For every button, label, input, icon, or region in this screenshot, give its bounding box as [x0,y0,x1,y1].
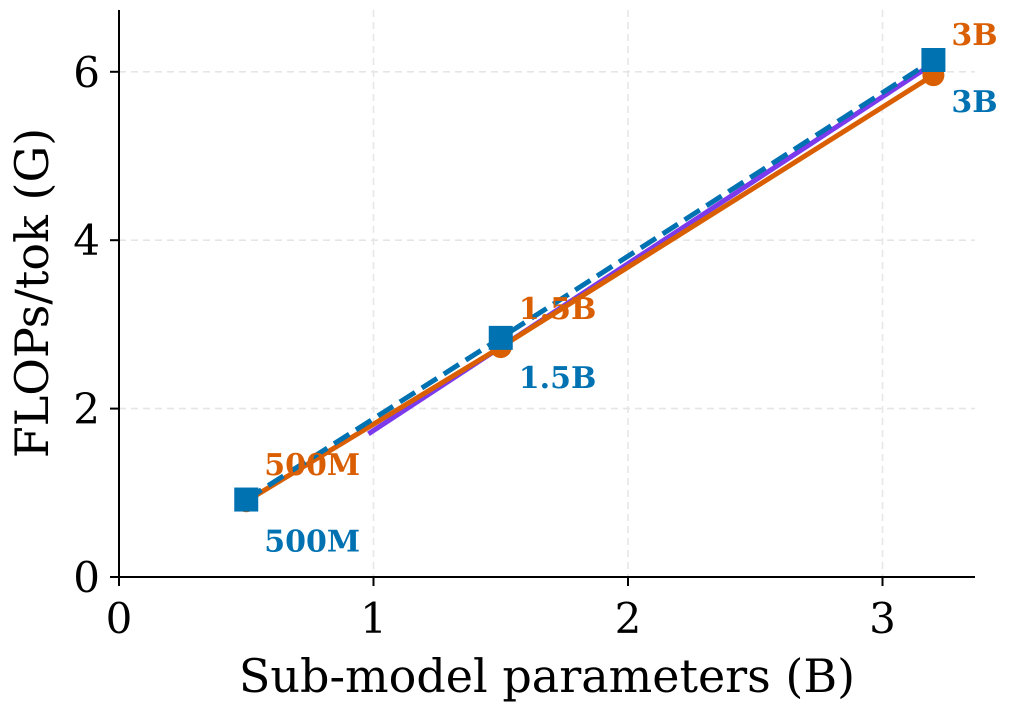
orange-series-data-label: 500M [264,448,360,483]
y-tick-label: 4 [73,216,100,265]
x-tick-label: 2 [615,594,642,643]
y-tick-label: 0 [73,553,100,602]
orange-series-data-label: 1.5B [519,292,597,327]
y-tick-label: 2 [73,385,100,434]
y-tick-label: 6 [73,48,100,97]
blue-series-data-label: 1.5B [519,361,597,396]
blue-series-point [234,487,259,512]
grid [119,10,975,577]
blue-series-data-label: 3B [951,85,997,120]
series-layer [234,48,946,513]
x-tick-label: 1 [360,594,387,643]
x-tick-label: 3 [869,594,896,643]
point-labels: 500M 1.5B 3B 500M 1.5B 3B [264,18,997,559]
x-axis-title: Sub-model parameters (B) [239,649,855,703]
y-axis-title: FLOPs/tok (G) [5,128,59,458]
blue-series-line [244,57,935,502]
blue-series-data-label: 500M [264,525,360,560]
x-tick-label: 0 [106,594,133,643]
blue-series-point [921,48,946,73]
orange-series-data-label: 3B [951,18,997,53]
ticks: 0 1 2 3 0 2 4 6 [73,48,896,643]
orange-series-line [244,73,935,504]
blue-series-point [488,325,513,350]
axes [118,10,975,578]
